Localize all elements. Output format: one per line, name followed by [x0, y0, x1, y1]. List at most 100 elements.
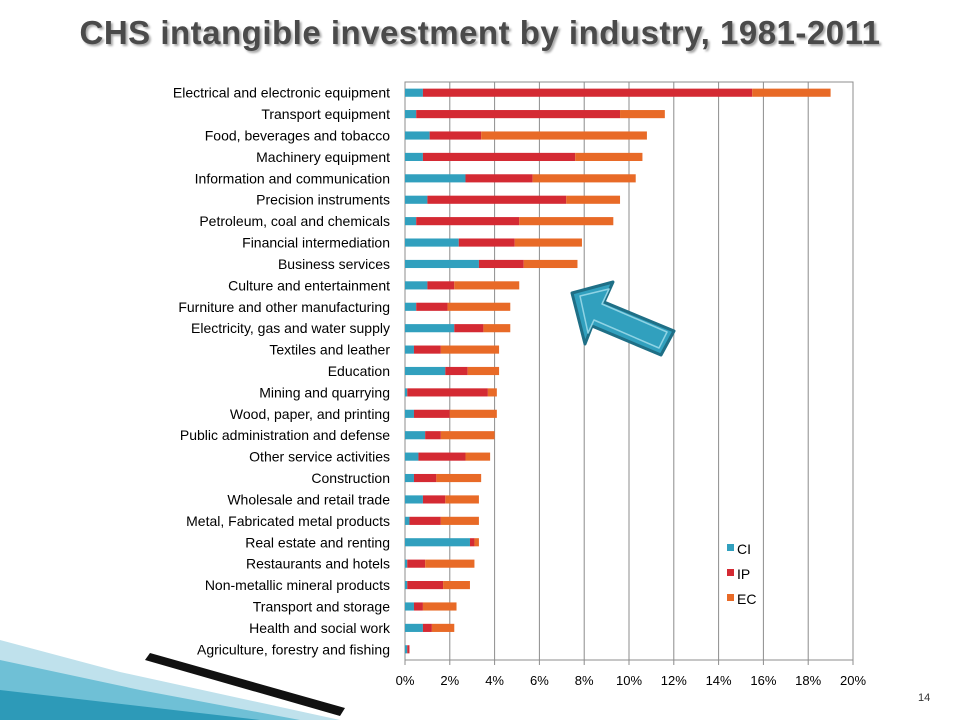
bar-segment-ci — [405, 431, 426, 440]
bar-segment-ci — [405, 366, 446, 376]
bar-segment-ci — [405, 623, 423, 632]
bar-segment-ip — [416, 110, 621, 119]
bar-segment-ip — [413, 345, 441, 354]
category-label: Wood, paper, and printing — [230, 406, 390, 422]
x-tick-label: 4% — [485, 673, 504, 688]
bar-segment-ci — [405, 195, 428, 204]
category-label: Transport equipment — [261, 106, 390, 122]
bar-segment-ip — [422, 88, 753, 97]
bar-segment-ip — [458, 238, 515, 247]
bar-segment-ec — [440, 345, 500, 354]
x-tick-label: 2% — [440, 673, 459, 688]
bar-segment-ec — [443, 581, 470, 590]
bar-segment-ci — [405, 559, 408, 568]
bar-segment-ci — [405, 581, 408, 590]
category-label: Wholesale and retail trade — [227, 491, 390, 507]
category-label: Textiles and leather — [269, 342, 390, 358]
bar-segment-ec — [566, 195, 621, 204]
bar-segment-ci — [405, 131, 430, 140]
bar-segment-ci — [405, 110, 417, 119]
bar-segment-ci — [405, 88, 423, 97]
bar-segment-ec — [440, 516, 479, 525]
bar-segment-ip — [427, 195, 567, 204]
x-tick-labels: 0% 2% 4% 6% 8% 10% 12% 14% 16% 18% 20% — [396, 673, 867, 688]
bar-segment-ip — [422, 495, 446, 504]
x-tick-label: 8% — [575, 673, 594, 688]
bar-segment-ci — [405, 259, 479, 269]
x-tick-label: 12% — [661, 673, 687, 688]
bar-segment-ip — [422, 152, 576, 161]
legend-label: CI — [737, 541, 751, 557]
bar-segment-ip — [425, 431, 441, 440]
x-tick-label: 10% — [616, 673, 642, 688]
bar-segment-ec — [532, 174, 636, 183]
bar-segment-ip — [422, 623, 432, 632]
bar-segment-ip — [427, 281, 455, 290]
bar-segment-ec — [752, 88, 831, 97]
bar-segment-ci — [405, 452, 419, 461]
bar-segment-ip — [418, 452, 466, 461]
category-label: Transport and storage — [253, 598, 390, 614]
bar-segment-ip — [429, 131, 482, 140]
category-label: Health and social work — [249, 620, 391, 636]
bar-segment-ip — [445, 366, 468, 376]
bar-segment-ip — [454, 324, 484, 333]
x-tick-label: 20% — [840, 673, 866, 688]
bar-segment-ec — [620, 110, 665, 119]
legend-label: IP — [737, 566, 750, 582]
bar-segment-ci — [405, 602, 414, 611]
category-label: Financial intermediation — [242, 235, 390, 251]
bar-segment-ip — [407, 388, 488, 397]
bars — [405, 88, 831, 654]
bar-segment-ec — [436, 473, 482, 483]
bar-segment-ip — [407, 645, 410, 654]
bar-segment-ci — [405, 152, 423, 161]
x-tick-label: 18% — [795, 673, 821, 688]
bar-segment-ci — [405, 238, 459, 247]
category-label: Food, beverages and tobacco — [205, 128, 390, 144]
category-label: Electrical and electronic equipment — [173, 85, 390, 101]
legend-swatch — [727, 544, 734, 551]
bar-segment-ec — [467, 366, 500, 376]
bar-segment-ci — [405, 495, 423, 504]
bar-segment-ci — [405, 174, 466, 183]
legend-label: EC — [737, 591, 756, 607]
category-label: Electricity, gas and water supply — [191, 320, 390, 336]
bar-segment-ci — [405, 409, 414, 418]
bar-segment-ec — [487, 388, 497, 397]
bar-segment-ip — [413, 409, 450, 418]
arrow-up-left-icon — [570, 280, 676, 357]
bar-segment-ec — [465, 452, 491, 461]
category-label: Precision instruments — [256, 192, 390, 208]
bar-segment-ci — [405, 473, 414, 483]
bar-segment-ip — [409, 516, 441, 525]
bar-segment-ec — [425, 559, 475, 568]
slide-number: 14 — [918, 692, 931, 704]
category-label: Agriculture, forestry and fishing — [197, 641, 390, 657]
bar-segment-ec — [447, 302, 511, 311]
bar-segment-ec — [519, 217, 614, 226]
category-label: Construction — [311, 470, 390, 486]
category-label: Culture and entertainment — [228, 277, 390, 293]
bar-segment-ec — [431, 623, 455, 632]
bar-segment-ip — [465, 174, 533, 183]
bar-segment-ec — [523, 259, 578, 269]
category-label: Business services — [278, 256, 390, 272]
bar-segment-ec — [449, 409, 497, 418]
bar-segment-ip — [413, 473, 437, 483]
category-label: Mining and quarrying — [259, 384, 390, 400]
bar-segment-ec — [481, 131, 647, 140]
category-label: Real estate and renting — [245, 534, 390, 550]
category-label: Restaurants and hotels — [246, 556, 390, 572]
bar-segment-ec — [514, 238, 582, 247]
bar-segment-ci — [405, 645, 408, 654]
bar-segment-ec — [445, 495, 479, 504]
category-label: Metal, Fabricated metal products — [186, 513, 390, 529]
category-labels: Electrical and electronic equipment Trans… — [173, 85, 391, 658]
bar-segment-ci — [405, 281, 428, 290]
bar-segment-ci — [405, 538, 470, 547]
x-tick-label: 14% — [706, 673, 732, 688]
x-tick-label: 0% — [396, 673, 415, 688]
bar-segment-ip — [416, 302, 448, 311]
bar-segment-ci — [405, 302, 417, 311]
